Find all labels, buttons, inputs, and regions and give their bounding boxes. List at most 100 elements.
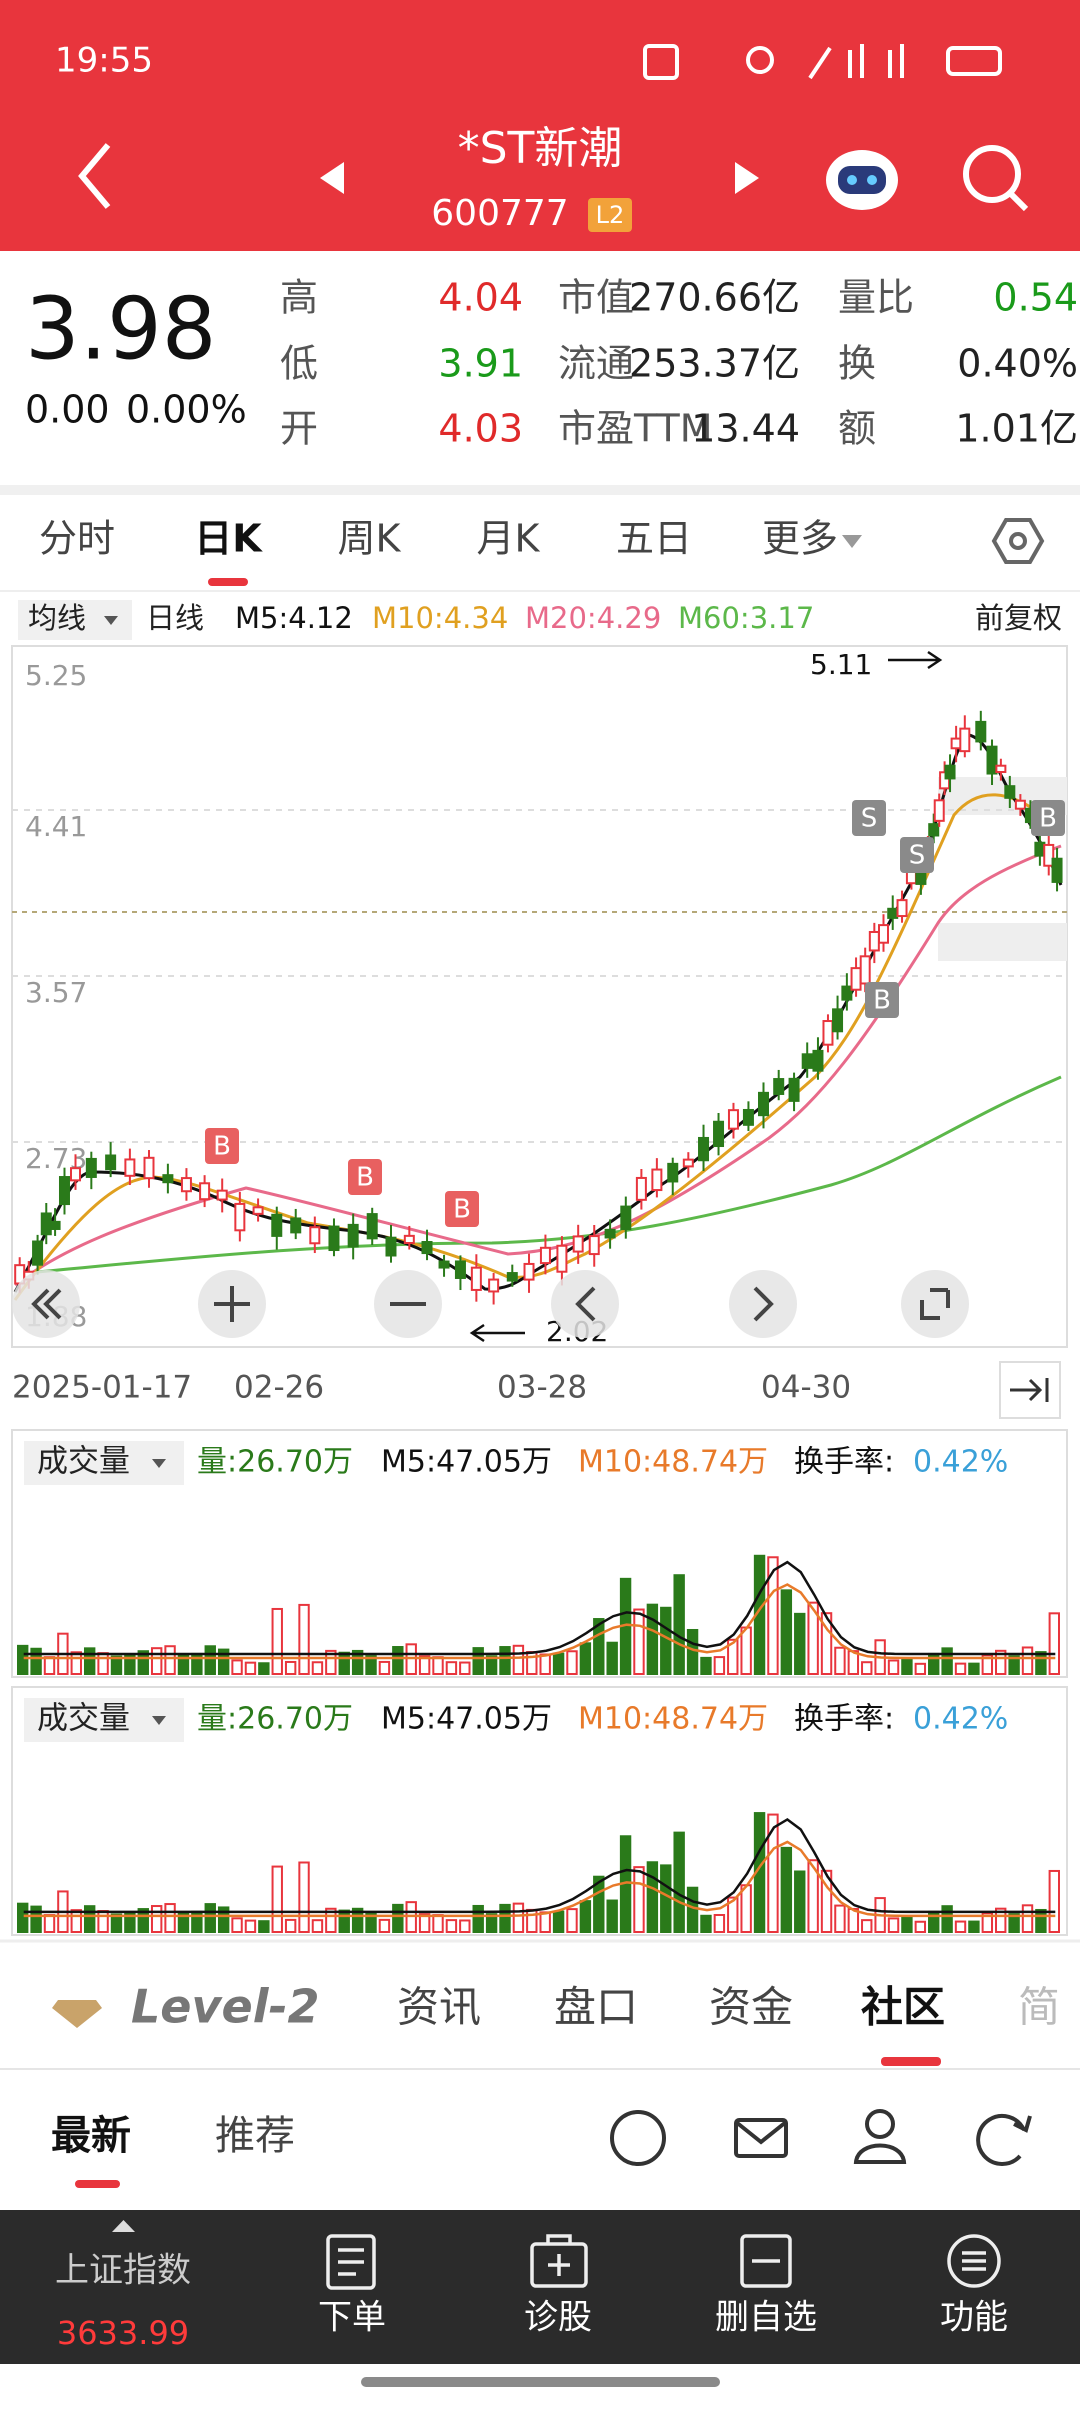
chart-tab[interactable]: 日K: [194, 517, 263, 561]
candle-body: [1034, 841, 1046, 857]
candle-body: [928, 823, 940, 837]
remove-icon: [740, 2234, 792, 2288]
feed-tab[interactable]: 最新: [51, 2113, 131, 2159]
candle-body: [841, 985, 853, 1001]
dropdown-arrow: [152, 1459, 166, 1468]
quote-label: 市盈TTM: [558, 407, 713, 451]
candle-body: [635, 1176, 647, 1201]
robot-icon[interactable]: [826, 150, 898, 210]
candle-body: [216, 1189, 228, 1201]
volume-bar: [1048, 1869, 1060, 1934]
dropdown-arrow: [104, 616, 118, 625]
volume-bar: [1021, 1904, 1034, 1934]
volume-bar: [17, 1644, 29, 1675]
section-tab[interactable]: 盘口: [554, 1983, 638, 2032]
volume-bar: [995, 1907, 1007, 1934]
nav-item[interactable]: 下单: [318, 2298, 386, 2338]
refresh-icon[interactable]: [976, 2113, 1032, 2166]
next-stock[interactable]: [735, 162, 759, 194]
prev-stock[interactable]: [320, 162, 344, 194]
separator: [0, 485, 1080, 495]
volume-bar: [633, 1608, 645, 1676]
section-tab[interactable]: 简: [1018, 1983, 1060, 2032]
order-icon: [326, 2234, 376, 2290]
section-tab[interactable]: 资金: [709, 1983, 793, 2032]
volume-bar: [740, 1884, 752, 1934]
search-icon[interactable]: [963, 145, 1029, 212]
ma-value: M60:3.17: [678, 601, 814, 635]
quote-label: 量比: [838, 276, 914, 320]
index-name[interactable]: 上证指数: [55, 2251, 191, 2291]
ma-value: M10:4.34: [372, 601, 508, 635]
function-icon: [947, 2234, 1001, 2288]
volume-bar: [807, 1601, 819, 1675]
nav-item[interactable]: 功能: [940, 2298, 1008, 2338]
adjust[interactable]: 前复权: [975, 601, 1062, 635]
candle-body: [788, 1077, 800, 1102]
message-icon[interactable]: [734, 2118, 788, 2158]
nav-item[interactable]: 删自选: [715, 2298, 817, 2338]
candle-body: [252, 1206, 264, 1215]
volume-bar: [914, 1662, 927, 1676]
section-tab[interactable]: 社区: [861, 1983, 945, 2032]
chart-control[interactable]: [551, 1270, 619, 1338]
chart-tab[interactable]: 周K: [338, 517, 402, 561]
candle-body: [234, 1202, 246, 1232]
volume-ma5: [23, 1560, 1056, 1656]
chart-control[interactable]: [901, 1270, 969, 1338]
chart-tab[interactable]: 更多: [762, 517, 838, 561]
trade-marker-label: B: [1039, 804, 1057, 834]
volume-bar: [660, 1606, 672, 1675]
volume-bar: [673, 1831, 685, 1934]
chart-tab[interactable]: 月K: [477, 517, 541, 561]
quote-value: 3.91: [438, 342, 523, 386]
section-tab[interactable]: Level-2: [131, 1980, 320, 2034]
volume-bar: [110, 1655, 123, 1676]
candle-body: [651, 1168, 663, 1192]
candle-body: [727, 1109, 739, 1130]
candle-body: [758, 1091, 770, 1117]
dropdown-arrow: [152, 1716, 166, 1725]
volume-bar: [700, 1914, 712, 1933]
volume-bar: [271, 1865, 283, 1934]
candle-body: [539, 1246, 551, 1265]
candle-body: [975, 720, 987, 743]
trade-marker-label: S: [861, 804, 878, 834]
community-icon[interactable]: [610, 2110, 666, 2166]
tab-underline: [881, 2057, 941, 2066]
chart-control[interactable]: [729, 1270, 797, 1338]
volume-bar: [30, 1905, 42, 1934]
volume-selector[interactable]: 成交量: [37, 1444, 130, 1480]
quote-label: 开: [280, 407, 318, 451]
quote-value: 4.03: [438, 407, 523, 451]
volume-bar: [499, 1646, 511, 1676]
back-button[interactable]: [78, 143, 111, 209]
candle-body: [944, 764, 956, 780]
volume-bar: [1048, 1612, 1060, 1676]
volume-bar: [231, 1917, 243, 1933]
chart-tab[interactable]: 五日: [616, 517, 692, 561]
volume-bar: [244, 1919, 257, 1934]
ma-selector[interactable]: 均线: [28, 601, 86, 635]
volume-bar: [794, 1870, 806, 1934]
volume-bar: [298, 1603, 310, 1675]
quote-value: 270.66亿: [629, 276, 800, 320]
trade-marker: [205, 1128, 239, 1164]
volume-bar: [204, 1645, 216, 1675]
feed-tab[interactable]: 推荐: [215, 2113, 295, 2159]
section-tab[interactable]: 资讯: [397, 1983, 481, 2032]
candle-body: [1004, 785, 1016, 799]
profile-icon[interactable]: [865, 2109, 895, 2139]
volume-ma5: [23, 1817, 1056, 1914]
quote-label: 高: [280, 276, 318, 320]
nav-item[interactable]: 诊股: [524, 2298, 592, 2338]
tab-underline: [208, 578, 248, 586]
chart-tab[interactable]: 分时: [39, 517, 115, 561]
volume-selector[interactable]: 成交量: [37, 1701, 130, 1737]
quote-value: 0.54: [993, 276, 1078, 320]
settings-icon[interactable]: [991, 518, 1045, 564]
chart-control-icon: [575, 1286, 596, 1322]
volume-bar: [834, 1904, 846, 1933]
volume-bar: [244, 1661, 257, 1676]
candle-body: [162, 1174, 174, 1184]
